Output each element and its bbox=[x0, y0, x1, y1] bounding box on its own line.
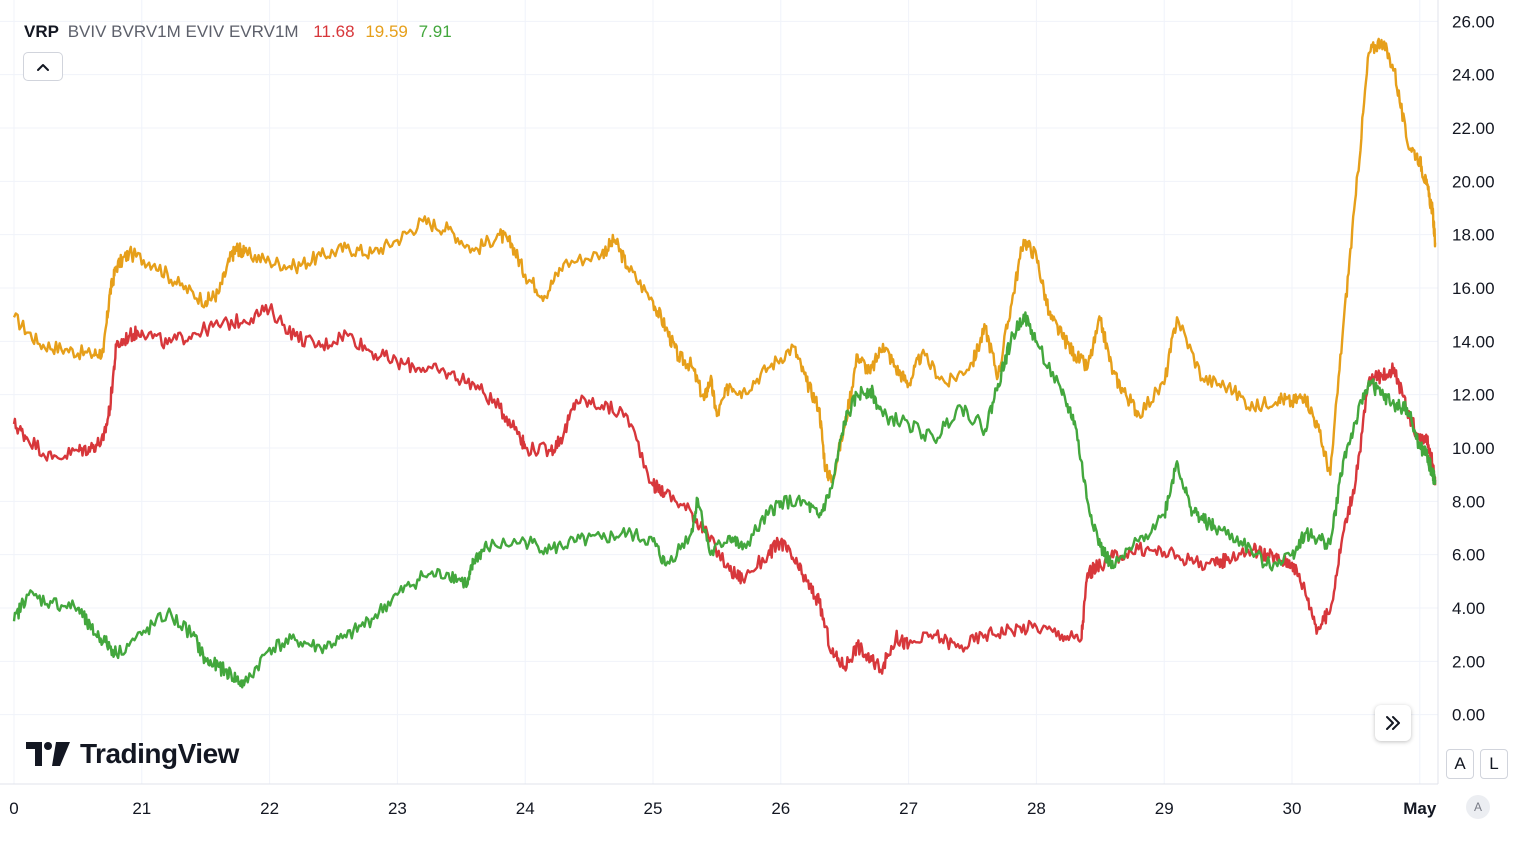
legend-studies: BVIV BVRV1M EVIV EVRV1M bbox=[67, 22, 299, 41]
x-tick-label: 25 bbox=[644, 799, 663, 818]
y-tick-label: 22.00 bbox=[1452, 119, 1495, 138]
time-axis-labels: 0 21 22 23 24 25 26 27 28 29 30 May bbox=[9, 799, 1437, 818]
x-tick-label: 30 bbox=[1283, 799, 1302, 818]
timezone-button[interactable]: A bbox=[1466, 795, 1490, 819]
y-tick-label: 16.00 bbox=[1452, 279, 1495, 298]
collapse-legend-button[interactable] bbox=[23, 52, 63, 81]
legend-value-orange: 19.59 bbox=[365, 22, 408, 41]
x-tick-label: 29 bbox=[1155, 799, 1174, 818]
y-tick-label: 4.00 bbox=[1452, 599, 1485, 618]
legend-symbol[interactable]: VRP bbox=[24, 22, 59, 41]
y-tick-label: 14.00 bbox=[1452, 332, 1495, 351]
x-tick-label: 28 bbox=[1027, 799, 1046, 818]
legend-value-green: 7.91 bbox=[418, 22, 452, 41]
grid-lines bbox=[0, 0, 1438, 784]
x-tick-label: 21 bbox=[132, 799, 151, 818]
x-tick-label: 0 bbox=[9, 799, 18, 818]
legend: VRP BVIV BVRV1M EVIV EVRV1M 11.68 19.59 … bbox=[24, 20, 452, 44]
y-tick-label: 10.00 bbox=[1452, 439, 1495, 458]
price-axis-labels: 0.00 2.00 4.00 6.00 8.00 10.00 12.00 14.00 16.00… bbox=[1452, 12, 1495, 724]
tradingview-logo-text: TradingView bbox=[80, 738, 239, 769]
auto-scale-button[interactable]: A bbox=[1446, 749, 1474, 779]
tradingview-logo[interactable]: TradingView bbox=[26, 738, 239, 770]
x-tick-label: May bbox=[1403, 799, 1437, 818]
axes bbox=[0, 0, 1439, 785]
double-chevron-right-icon bbox=[1386, 716, 1400, 730]
legend-value-red: 11.68 bbox=[313, 22, 355, 41]
chevron-up-icon bbox=[37, 63, 49, 71]
x-tick-label: 26 bbox=[771, 799, 790, 818]
x-tick-label: 23 bbox=[388, 799, 407, 818]
y-tick-label: 6.00 bbox=[1452, 546, 1485, 565]
y-tick-label: 24.00 bbox=[1452, 66, 1495, 85]
scroll-to-realtime-button[interactable] bbox=[1375, 705, 1411, 741]
series-line-0 bbox=[12, 37, 1437, 484]
y-tick-label: 20.00 bbox=[1452, 172, 1495, 191]
tradingview-logo-icon bbox=[26, 742, 70, 766]
y-tick-label: 2.00 bbox=[1452, 652, 1485, 671]
y-tick-label: 12.00 bbox=[1452, 386, 1495, 405]
x-tick-label: 22 bbox=[260, 799, 279, 818]
series-line-1 bbox=[12, 303, 1437, 675]
y-tick-label: 26.00 bbox=[1452, 12, 1495, 31]
series-line-2 bbox=[12, 311, 1437, 689]
y-tick-label: 18.00 bbox=[1452, 226, 1495, 245]
y-tick-label: 8.00 bbox=[1452, 492, 1485, 511]
x-tick-label: 24 bbox=[516, 799, 535, 818]
y-tick-label: 0.00 bbox=[1452, 706, 1485, 725]
x-tick-label: 27 bbox=[899, 799, 918, 818]
series-lines bbox=[12, 37, 1437, 689]
log-scale-button[interactable]: L bbox=[1480, 749, 1508, 779]
